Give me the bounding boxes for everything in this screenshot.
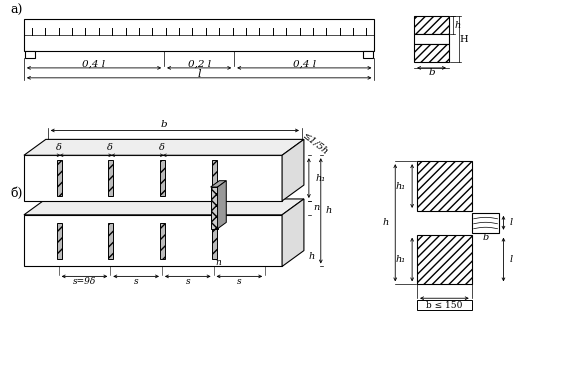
Text: s: s	[134, 277, 138, 286]
Text: h: h	[455, 21, 461, 30]
Polygon shape	[24, 215, 282, 266]
Polygon shape	[24, 155, 282, 201]
Bar	[417, 300, 472, 310]
Bar	[414, 44, 449, 62]
Text: n: n	[313, 203, 319, 213]
Text: n: n	[216, 258, 222, 267]
Text: b: b	[483, 233, 489, 242]
Bar	[417, 235, 472, 285]
Bar	[108, 223, 113, 258]
Polygon shape	[282, 199, 304, 266]
Polygon shape	[24, 139, 304, 155]
Bar	[212, 160, 216, 196]
Bar	[363, 51, 373, 58]
Bar	[25, 51, 35, 58]
Text: b: b	[428, 69, 435, 77]
Text: s: s	[237, 277, 242, 286]
Text: l: l	[510, 218, 512, 227]
Bar	[160, 223, 165, 258]
Text: ≤1/5h: ≤1/5h	[301, 132, 331, 157]
Bar	[417, 161, 472, 211]
Text: 0,2 l: 0,2 l	[188, 59, 210, 69]
Polygon shape	[210, 187, 217, 229]
Text: h: h	[326, 206, 332, 215]
Bar	[414, 34, 449, 44]
Bar	[472, 213, 500, 233]
Text: s: s	[185, 277, 190, 286]
Text: 0,4 l: 0,4 l	[82, 59, 106, 69]
Text: h₁: h₁	[395, 182, 405, 191]
Bar	[57, 223, 62, 258]
Polygon shape	[217, 181, 226, 229]
Bar	[414, 16, 449, 34]
Text: l: l	[510, 255, 512, 264]
Bar	[24, 19, 374, 51]
Text: l: l	[198, 69, 201, 79]
Polygon shape	[24, 199, 304, 215]
Text: δ: δ	[56, 143, 62, 152]
Text: h: h	[309, 252, 315, 261]
Text: b: b	[160, 120, 167, 129]
Text: h₁: h₁	[395, 255, 405, 264]
Text: δ: δ	[159, 143, 165, 152]
Polygon shape	[210, 181, 226, 187]
Bar	[160, 160, 165, 196]
Text: б): б)	[10, 187, 22, 200]
Text: h: h	[382, 218, 388, 227]
Text: 0,4 l: 0,4 l	[293, 59, 316, 69]
Polygon shape	[282, 139, 304, 201]
Bar	[57, 160, 62, 196]
Text: а): а)	[10, 4, 22, 17]
Text: H: H	[459, 35, 468, 44]
Bar	[108, 160, 113, 196]
Text: b ≤ 150: b ≤ 150	[426, 301, 462, 310]
Text: δ: δ	[107, 143, 113, 152]
Text: h₁: h₁	[316, 174, 326, 182]
Bar	[212, 223, 216, 258]
Text: s=9δ: s=9δ	[73, 277, 96, 286]
